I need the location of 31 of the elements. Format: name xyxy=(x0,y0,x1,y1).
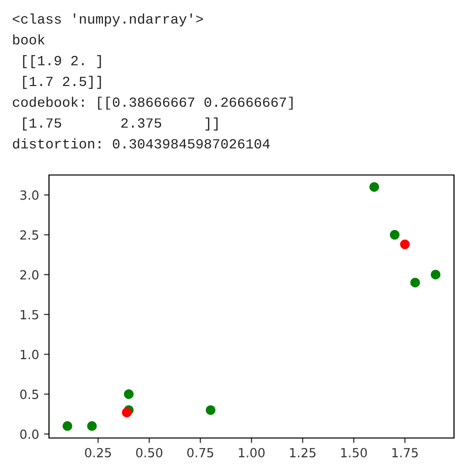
point xyxy=(124,389,134,400)
point xyxy=(410,278,420,288)
y-tick-label: 2.0 xyxy=(20,270,38,280)
point xyxy=(369,182,380,192)
y-tick-label: 0.5 xyxy=(20,390,38,400)
point xyxy=(62,421,72,431)
x-tick-label: 1.00 xyxy=(238,448,265,458)
text: <class 'numpy.ndarray'> xyxy=(12,14,203,26)
text: codebook: [[0.38666667 0.26666667] xyxy=(12,96,293,110)
point xyxy=(87,421,97,431)
point xyxy=(122,408,132,418)
text: distortion: 0.30439845987026104 xyxy=(12,138,270,149)
x-tick-label: 0.75 xyxy=(187,448,214,458)
y-tick-label: 2.5 xyxy=(20,230,38,240)
y-tick-label: 1.0 xyxy=(20,350,38,360)
text: [1.7 2.5]] xyxy=(23,76,101,89)
y-tick-label: 0.0 xyxy=(20,429,38,439)
point xyxy=(390,230,400,240)
text: [[1.9 2. ] xyxy=(23,55,101,68)
text: [1.75 2.375 ]] xyxy=(23,118,218,130)
y-tick-label: 3.0 xyxy=(20,190,38,200)
y-tick-label: 1.5 xyxy=(20,310,38,320)
x-tick-label: 1.75 xyxy=(392,448,418,458)
point xyxy=(400,239,410,250)
x-tick-label: 0.25 xyxy=(85,448,111,458)
x-tick-label: 1.25 xyxy=(290,448,316,458)
x-tick-label: 1.50 xyxy=(341,448,367,458)
point xyxy=(430,270,440,280)
x-tick-label: 0.50 xyxy=(136,448,162,458)
point xyxy=(206,405,216,415)
text: book xyxy=(13,34,45,45)
